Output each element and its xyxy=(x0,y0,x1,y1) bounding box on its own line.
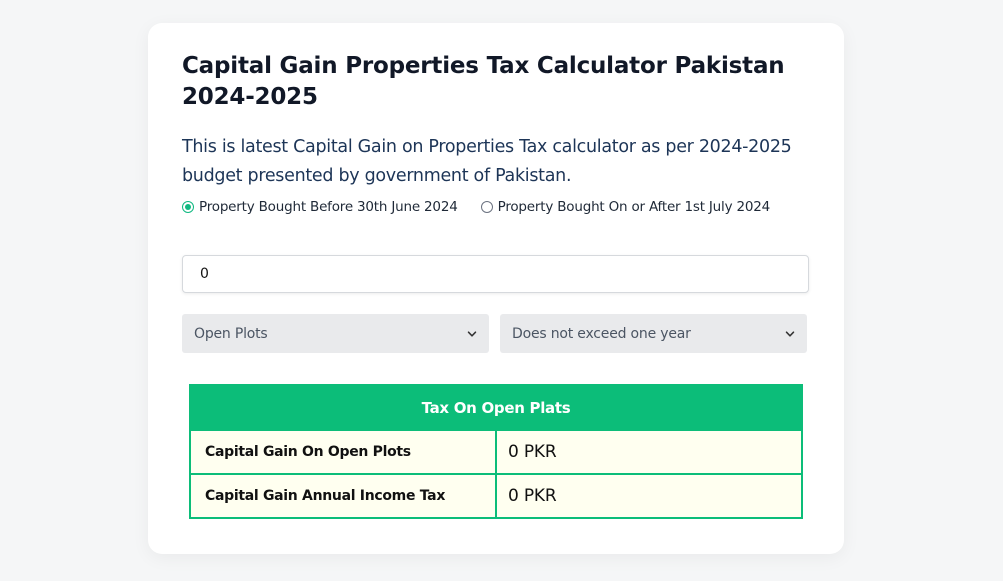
property-type-selected-value: Open Plots xyxy=(194,325,268,342)
radio-label[interactable]: Property Bought Before 30th June 2024 xyxy=(199,199,458,215)
property-type-select[interactable]: Open Plots xyxy=(182,314,489,353)
chevron-down-icon xyxy=(785,330,795,337)
calculator-description: This is latest Capital Gain on Propertie… xyxy=(182,137,792,186)
radio-bought-after-july-2024[interactable]: Property Bought On or After 1st July 202… xyxy=(480,199,771,215)
calculator-card: Capital Gain Properties Tax Calculator P… xyxy=(148,23,844,554)
radio-label[interactable]: Property Bought On or After 1st July 202… xyxy=(497,199,771,215)
radio-unchecked-icon[interactable] xyxy=(480,201,493,213)
row-label: Capital Gain On Open Plots xyxy=(189,429,497,475)
radio-bought-before-june-2024[interactable]: Property Bought Before 30th June 2024 xyxy=(182,199,458,215)
chevron-down-icon xyxy=(467,330,477,337)
table-header: Tax On Open Plats xyxy=(189,384,803,431)
tax-result-table: Tax On Open Plats Capital Gain On Open P… xyxy=(189,384,803,519)
table-header-row: Tax On Open Plats xyxy=(189,384,803,431)
row-label: Capital Gain Annual Income Tax xyxy=(189,473,497,519)
table-row: Capital Gain Annual Income Tax 0 PKR xyxy=(189,473,803,519)
radio-checked-icon[interactable] xyxy=(182,201,194,213)
holding-period-selected-value: Does not exceed one year xyxy=(512,325,691,342)
page-title: Capital Gain Properties Tax Calculator P… xyxy=(182,53,785,110)
table-row: Capital Gain On Open Plots 0 PKR xyxy=(189,429,803,475)
holding-period-select[interactable]: Does not exceed one year xyxy=(500,314,807,353)
capital-gain-amount-input[interactable] xyxy=(182,255,809,293)
row-value: 0 PKR xyxy=(495,473,803,519)
purchase-date-radio-group: Property Bought Before 30th June 2024 Pr… xyxy=(182,199,770,215)
row-value: 0 PKR xyxy=(495,429,803,475)
